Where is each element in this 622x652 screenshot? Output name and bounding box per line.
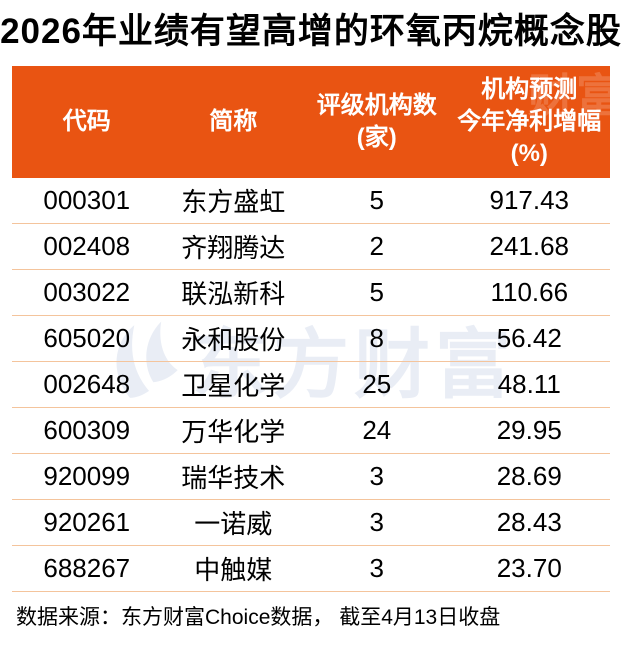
cell-agencies: 3 — [369, 507, 384, 537]
cell-name: 永和股份 — [181, 325, 286, 355]
table-row: 688267 中触媒 3 23.70 — [12, 546, 610, 592]
table-row: 605020 永和股份 8 56.42 — [12, 316, 610, 362]
cell-growth: 241.68 — [489, 231, 570, 261]
cell-growth: 917.43 — [489, 185, 570, 215]
col-header-code: 代码 — [12, 106, 162, 138]
cell-agencies: 24 — [362, 415, 392, 445]
col-header-line: 评级机构数 — [316, 92, 437, 119]
cell-name: 卫星化学 — [181, 371, 286, 401]
cell-agencies: 3 — [369, 553, 384, 583]
cell-code: 000301 — [43, 185, 131, 215]
cell-name: 东方盛虹 — [181, 187, 286, 217]
col-header-line: 今年净利增幅 — [457, 108, 602, 135]
cell-code: 688267 — [43, 553, 131, 583]
col-header-line: (家) — [356, 124, 397, 151]
cell-growth: 29.95 — [496, 415, 562, 445]
cell-growth: 48.11 — [497, 369, 561, 399]
table-row: 920099 瑞华技术 3 28.69 — [12, 454, 610, 500]
table-row: 002408 齐翔腾达 2 241.68 — [12, 224, 610, 270]
cell-growth: 56.42 — [496, 323, 562, 353]
col-header-line: 机构预测 — [481, 76, 578, 103]
col-header-rating-agencies: 评级机构数 (家) — [305, 90, 449, 154]
source-note: 数据来源：东方财富Choice数据， 截至4月13日收盘 — [16, 606, 501, 629]
cell-agencies: 5 — [369, 277, 384, 307]
table-row: 002648 卫星化学 25 48.11 — [12, 362, 610, 408]
col-header-line: (%) — [510, 140, 548, 167]
cell-code: 002408 — [43, 231, 131, 261]
table-row: 003022 联泓新科 5 110.66 — [12, 270, 610, 316]
table-row: 920261 一诺威 3 28.43 — [12, 500, 610, 546]
cell-code: 002648 — [43, 369, 131, 399]
table-body: 000301 东方盛虹 5 917.43 002408 齐翔腾达 2 241.6… — [12, 178, 610, 592]
cell-growth: 28.43 — [496, 507, 562, 537]
cell-growth: 110.66 — [490, 277, 569, 307]
cell-agencies: 2 — [369, 231, 384, 261]
cell-code: 605020 — [43, 323, 131, 353]
col-header-name: 简称 — [162, 106, 306, 138]
cell-agencies: 3 — [369, 461, 384, 491]
table-header: 代码 简称 评级机构数 (家) 机构预测 今年净利增幅 (%) 财富 — [12, 66, 610, 178]
cell-name: 齐翔腾达 — [181, 233, 286, 263]
cell-agencies: 25 — [362, 369, 392, 399]
stock-table: 东方财富 代码 简称 评级机构数 (家) 机构预测 今年净利增幅 (%) 财富 … — [12, 66, 610, 592]
cell-code: 920099 — [43, 461, 131, 491]
cell-growth: 28.69 — [496, 461, 562, 491]
col-header-line: 简称 — [209, 108, 258, 135]
cell-name: 中触媒 — [194, 555, 273, 585]
cell-growth: 23.70 — [496, 553, 562, 583]
cell-name: 联泓新科 — [181, 279, 286, 309]
page-title: 2026年业绩有望高增的环氧丙烷概念股 — [0, 12, 622, 51]
cell-name: 瑞华技术 — [181, 463, 286, 493]
cell-code: 920261 — [43, 507, 131, 537]
cell-agencies: 8 — [369, 323, 384, 353]
table-row: 600309 万华化学 24 29.95 — [12, 408, 610, 454]
cell-name: 万华化学 — [181, 417, 286, 447]
col-header-forecast-growth: 机构预测 今年净利增幅 (%) — [449, 74, 610, 170]
cell-agencies: 5 — [369, 185, 384, 215]
table-row: 000301 东方盛虹 5 917.43 — [12, 178, 610, 224]
cell-code: 003022 — [43, 277, 131, 307]
col-header-line: 代码 — [62, 108, 111, 135]
cell-name: 一诺威 — [194, 509, 273, 539]
cell-code: 600309 — [43, 415, 131, 445]
